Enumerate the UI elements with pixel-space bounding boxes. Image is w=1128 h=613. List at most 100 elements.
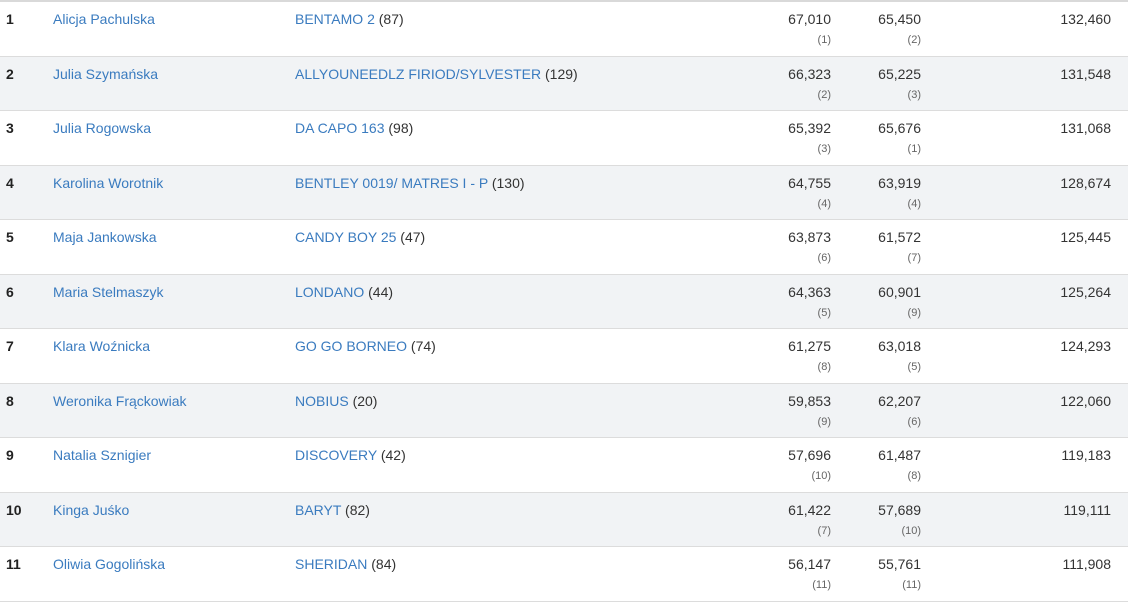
rank-cell: 3 [6,120,14,136]
score-position: (3) [907,88,921,101]
score-round2: 62,207 (6) [831,392,921,429]
score-position: (9) [817,415,831,428]
score-round1: 57,696 (10) [741,446,831,483]
rank-cell: 6 [6,283,14,300]
table-row: 6 Maria Stelmaszyk LONDANO (44) 64,363 (5… [0,274,1128,329]
rider-link[interactable]: Julia Rogowska [53,120,152,136]
rider-link[interactable]: Alicja Pachulska [53,11,155,27]
table-row: 7 Klara Woźnicka GO GO BORNEO (74) 61,27… [0,329,1128,384]
score-value: 57,696 [788,447,831,463]
horse-number: (44) [364,283,394,300]
horse-number: (87) [374,11,404,27]
score-round2: 63,919 (4) [831,174,921,211]
total-score: 132,460 [1060,11,1111,27]
score-value: 65,225 [878,65,921,82]
rank-cell: 1 [6,11,14,27]
horse-link[interactable]: BENTAMO 2 [295,11,375,27]
score-position: (10) [901,524,921,537]
score-value: 61,572 [878,229,921,245]
score-value: 61,487 [878,447,921,463]
horse-link[interactable]: SHERIDAN [295,556,368,572]
score-value: 61,275 [788,338,831,354]
score-round1: 56,147 (11) [741,555,831,592]
horse-cell: NOBIUS (20) [295,392,377,410]
rank-cell: 2 [6,65,14,82]
score-position: (8) [817,361,831,373]
rider-link[interactable]: Natalia Sznigier [53,447,152,463]
rank-cell: 8 [6,392,14,409]
score-position: (10) [811,470,831,482]
horse-cell: DISCOVERY (42) [295,446,406,464]
score-value: 64,363 [788,283,831,300]
score-position: (5) [907,361,921,373]
table-row: 8 Weronika Frąckowiak NOBIUS (20) 59,853… [0,383,1128,438]
score-value: 65,676 [878,120,921,136]
horse-link[interactable]: NOBIUS [295,392,349,409]
score-round2: 65,225 (3) [831,65,921,102]
rider-link[interactable]: Oliwia Gogolińska [53,556,166,572]
horse-cell: DA CAPO 163 (98) [295,119,413,137]
rank-cell: 10 [6,501,22,518]
horse-number: (130) [487,174,525,191]
horse-link[interactable]: BARYT [295,501,342,518]
horse-cell: CANDY BOY 25 (47) [295,228,425,246]
total-score: 111,908 [1062,556,1111,572]
horse-cell: ALLYOUNEEDLZ FIRIOD/SYLVESTER (129) [295,65,578,83]
score-round1: 59,853 (9) [741,392,831,429]
horse-number: (20) [348,392,378,409]
table-row: 3 Julia Rogowska DA CAPO 163 (98) 65,392… [0,111,1128,166]
score-round2: 55,761 (11) [831,555,921,592]
horse-number: (47) [396,229,426,245]
horse-link[interactable]: BENTLEY 0019/ MATRES I - P [295,174,488,191]
rider-link[interactable]: Klara Woźnicka [53,338,151,354]
total-score: 131,068 [1060,120,1111,136]
horse-cell: GO GO BORNEO (74) [295,337,436,355]
horse-number: (98) [384,120,414,136]
total-score: 119,111 [1063,501,1112,518]
horse-link[interactable]: GO GO BORNEO [295,338,408,354]
score-position: (4) [817,197,831,210]
score-round1: 64,363 (5) [741,283,831,320]
score-round2: 61,487 (8) [831,446,921,483]
score-value: 67,010 [788,11,831,27]
score-round1: 64,755 (4) [741,174,831,211]
score-value: 56,147 [788,556,831,572]
horse-link[interactable]: DA CAPO 163 [295,120,385,136]
score-value: 66,323 [788,65,831,82]
horse-number: (129) [541,65,578,82]
score-position: (2) [817,88,831,101]
rider-link[interactable]: Maria Stelmaszyk [53,283,164,300]
rider-link[interactable]: Maja Jankowska [53,229,157,245]
total-score: 125,445 [1060,229,1111,245]
rank-cell: 5 [6,229,14,245]
score-round1: 65,392 (3) [741,119,831,156]
horse-link[interactable]: CANDY BOY 25 [295,229,397,245]
score-position: (4) [907,197,921,210]
score-round2: 57,689 (10) [831,501,921,538]
score-round2: 65,676 (1) [831,119,921,156]
score-value: 62,207 [878,392,921,409]
horse-link[interactable]: LONDANO [295,283,365,300]
score-position: (1) [907,143,921,155]
rank-cell: 11 [6,556,21,572]
score-round1: 67,010 (1) [741,10,831,47]
score-value: 63,919 [878,174,921,191]
rider-link[interactable]: Weronika Frąckowiak [53,392,187,409]
rank-cell: 9 [6,447,14,463]
rider-link[interactable]: Julia Szymańska [53,65,159,82]
rider-link[interactable]: Karolina Worotnik [53,174,164,191]
score-position: (2) [907,34,921,46]
horse-link[interactable]: DISCOVERY [295,447,377,463]
score-value: 60,901 [878,283,921,300]
score-value: 61,422 [788,501,831,518]
rider-link[interactable]: Kinga Juśko [53,501,130,518]
table-row: 5 Maja Jankowska CANDY BOY 25 (47) 63,87… [0,220,1128,275]
horse-cell: BENTAMO 2 (87) [295,10,404,28]
total-score: 119,183 [1061,447,1111,463]
score-position: (7) [907,252,921,264]
score-value: 63,018 [878,338,921,354]
horse-link[interactable]: ALLYOUNEEDLZ FIRIOD/SYLVESTER [295,65,542,82]
score-position: (6) [817,252,831,264]
score-round2: 60,901 (9) [831,283,921,320]
